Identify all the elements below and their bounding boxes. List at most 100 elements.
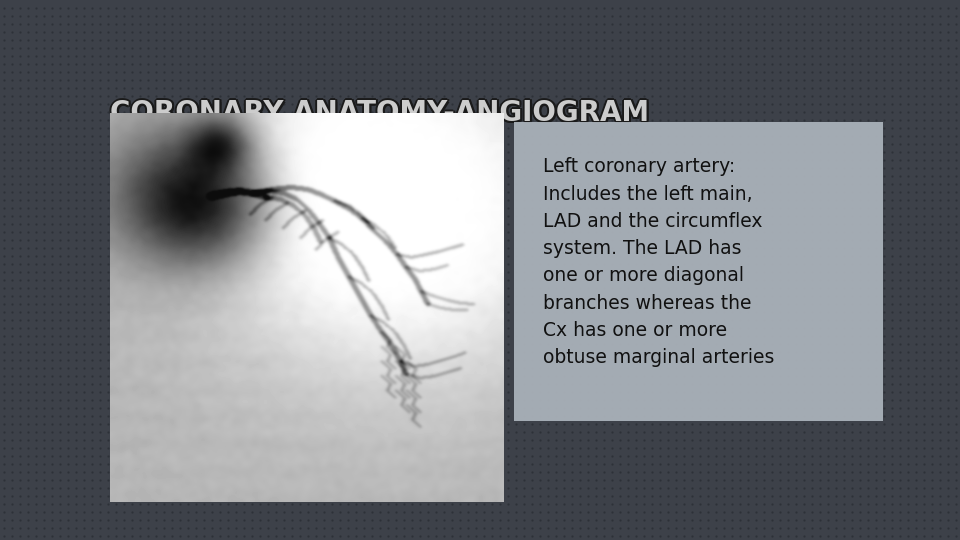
Point bbox=[260, 348, 276, 356]
Point bbox=[940, 484, 955, 492]
Point bbox=[12, 396, 28, 404]
Point bbox=[572, 363, 588, 372]
Point bbox=[740, 516, 756, 524]
Point bbox=[372, 348, 388, 356]
Point bbox=[740, 428, 756, 436]
Point bbox=[148, 52, 163, 60]
Point bbox=[580, 492, 595, 501]
Point bbox=[620, 92, 636, 100]
Point bbox=[532, 460, 547, 468]
Point bbox=[101, 420, 115, 428]
Point bbox=[212, 164, 228, 172]
Point bbox=[268, 500, 284, 508]
Point bbox=[20, 36, 36, 44]
Point bbox=[820, 44, 835, 52]
Point bbox=[276, 500, 292, 508]
Point bbox=[132, 284, 148, 292]
Point bbox=[461, 284, 476, 292]
Point bbox=[948, 428, 960, 436]
Point bbox=[29, 147, 44, 156]
Point bbox=[516, 36, 532, 44]
Point bbox=[845, 404, 860, 413]
Point bbox=[84, 140, 100, 149]
Point bbox=[564, 212, 580, 220]
Point bbox=[20, 235, 36, 244]
Point bbox=[756, 28, 772, 36]
Point bbox=[444, 420, 460, 428]
Point bbox=[676, 12, 691, 21]
Point bbox=[420, 396, 436, 404]
Point bbox=[804, 195, 820, 204]
Point bbox=[660, 363, 676, 372]
Point bbox=[708, 28, 724, 36]
Point bbox=[173, 52, 188, 60]
Point bbox=[5, 411, 19, 420]
Point bbox=[292, 195, 307, 204]
Point bbox=[276, 164, 292, 172]
Point bbox=[116, 492, 132, 501]
Point bbox=[724, 340, 739, 348]
Point bbox=[893, 396, 908, 404]
Point bbox=[173, 356, 188, 364]
Point bbox=[388, 420, 403, 428]
Point bbox=[716, 19, 732, 28]
Point bbox=[284, 276, 300, 285]
Point bbox=[268, 84, 284, 92]
Point bbox=[292, 220, 307, 228]
Point bbox=[916, 44, 931, 52]
Point bbox=[724, 244, 739, 252]
Point bbox=[900, 52, 916, 60]
Point bbox=[236, 116, 252, 124]
Point bbox=[484, 268, 499, 276]
Point bbox=[884, 444, 900, 453]
Point bbox=[452, 492, 468, 501]
Point bbox=[636, 524, 652, 532]
Point bbox=[676, 316, 691, 325]
Point bbox=[716, 28, 732, 36]
Point bbox=[156, 420, 172, 428]
Point bbox=[845, 276, 860, 285]
Point bbox=[524, 380, 540, 388]
Point bbox=[476, 60, 492, 69]
Point bbox=[812, 356, 828, 364]
Point bbox=[476, 292, 492, 300]
Point bbox=[804, 492, 820, 501]
Point bbox=[92, 4, 108, 12]
Point bbox=[60, 36, 76, 44]
Point bbox=[580, 532, 595, 540]
Point bbox=[557, 235, 572, 244]
Point bbox=[284, 76, 300, 84]
Point bbox=[916, 363, 931, 372]
Point bbox=[516, 140, 532, 149]
Text: CORONARY ANATOMY-ANGIOGRAM: CORONARY ANATOMY-ANGIOGRAM bbox=[110, 102, 650, 130]
Point bbox=[356, 300, 372, 308]
Point bbox=[764, 380, 780, 388]
Point bbox=[588, 284, 604, 292]
Point bbox=[204, 396, 220, 404]
Point bbox=[876, 363, 892, 372]
Point bbox=[916, 107, 931, 116]
Point bbox=[340, 348, 355, 356]
Point bbox=[692, 28, 708, 36]
Point bbox=[692, 396, 708, 404]
Point bbox=[156, 124, 172, 132]
Point bbox=[852, 500, 868, 508]
Point bbox=[101, 468, 115, 476]
Point bbox=[660, 52, 676, 60]
Point bbox=[764, 19, 780, 28]
Point bbox=[196, 508, 211, 516]
Point bbox=[125, 460, 140, 468]
Point bbox=[461, 92, 476, 100]
Point bbox=[92, 76, 108, 84]
Point bbox=[868, 12, 883, 21]
Point bbox=[484, 28, 499, 36]
Point bbox=[29, 195, 44, 204]
Point bbox=[173, 164, 188, 172]
Point bbox=[332, 436, 348, 444]
Point bbox=[940, 172, 955, 180]
Point bbox=[29, 92, 44, 100]
Point bbox=[156, 404, 172, 413]
Point bbox=[620, 212, 636, 220]
Point bbox=[52, 156, 67, 164]
Point bbox=[212, 52, 228, 60]
